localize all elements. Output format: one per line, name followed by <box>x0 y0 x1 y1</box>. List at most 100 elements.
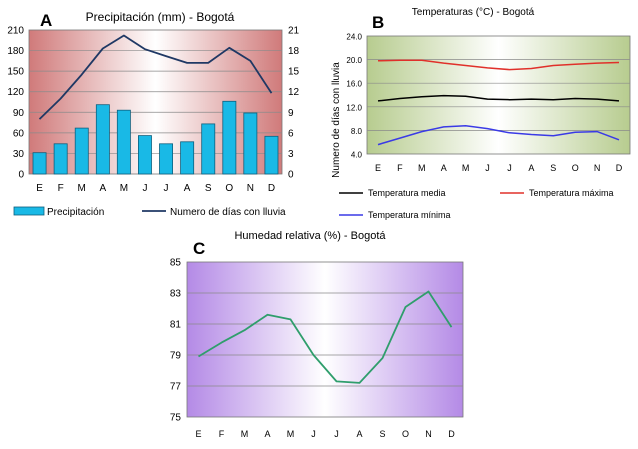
x-tick-label: S <box>550 163 556 173</box>
chart-b-gridlines <box>367 59 630 131</box>
y-tick-label: 81 <box>170 320 182 331</box>
x-tick-label: M <box>120 183 128 194</box>
y-tick-label: 90 <box>13 108 25 119</box>
x-tick-label: E <box>375 163 381 173</box>
y-tick-label: 8.0 <box>351 127 363 136</box>
chart-a-letter: A <box>40 11 52 30</box>
chart-b-legend: Temperatura media Temperatura máxima Tem… <box>339 188 614 220</box>
bar-precipitacion <box>32 152 47 175</box>
x-tick-label: M <box>287 429 295 439</box>
y2-tick-label: 12 <box>288 87 300 98</box>
x-tick-label: J <box>485 163 490 173</box>
chart-c-line <box>198 290 453 384</box>
y2-tick-label: 9 <box>288 108 294 119</box>
bar-precipitacion <box>201 123 216 175</box>
y-tick-label: 20.0 <box>346 56 362 65</box>
x-tick-label: J <box>164 183 169 194</box>
chart-c: C Humedad relativa (%) - Bogotá 75 77 79 81… <box>170 230 464 439</box>
y2-tick-label: 18 <box>288 46 300 57</box>
x-tick-label: M <box>418 163 426 173</box>
x-tick-label: A <box>264 429 270 439</box>
chart-c-gridlines <box>187 292 463 387</box>
chart-b-letter: B <box>372 13 384 32</box>
line-dias-lluvia <box>38 34 273 120</box>
chart-a-line <box>38 34 273 120</box>
legend-swatch-precipitacion <box>13 206 45 216</box>
bar-precipitacion <box>159 143 174 175</box>
chart-c-letter: C <box>193 239 205 258</box>
y2-tick-label: 15 <box>288 67 300 78</box>
y2-tick-label: 21 <box>288 26 300 37</box>
chart-a-y-ticks: 0 30 60 90 120 150 180 210 <box>7 26 24 181</box>
y-tick-label: 75 <box>170 413 182 424</box>
x-tick-label: O <box>225 183 233 194</box>
y-tick-label: 85 <box>170 258 182 269</box>
y-tick-label: 16.0 <box>346 80 362 89</box>
x-tick-label: A <box>356 429 362 439</box>
x-tick-label: J <box>334 429 339 439</box>
x-tick-label: S <box>205 183 212 194</box>
x-tick-label: O <box>572 163 579 173</box>
x-tick-label: D <box>448 429 455 439</box>
x-tick-label: A <box>528 163 534 173</box>
bar-precipitacion <box>243 112 258 175</box>
chart-a-title: Precipitación (mm) - Bogotá <box>86 10 235 24</box>
chart-a-legend: Precipitación Numero de días con lluvia <box>13 206 286 218</box>
chart-b: B Temperaturas (°C) - Bogotá Numero de d… <box>331 7 631 220</box>
chart-b-title: Temperaturas (°C) - Bogotá <box>412 7 535 18</box>
x-tick-label: A <box>184 183 191 194</box>
legend-label-dias-lluvia: Numero de días con lluvia <box>170 207 286 218</box>
line-humedad <box>198 290 453 384</box>
chart-b-y-ticks: 4.0 8.0 12.0 16.0 20.0 24.0 <box>346 33 362 160</box>
y-tick-label: 120 <box>7 87 24 98</box>
legend-label-temp-maxima: Temperatura máxima <box>529 188 614 198</box>
x-tick-label: E <box>36 183 43 194</box>
y2-tick-label: 0 <box>288 170 294 181</box>
y2-tick-label: 3 <box>288 149 294 160</box>
chart-c-title: Humedad relativa (%) - Bogotá <box>234 230 386 242</box>
x-tick-label: N <box>594 163 601 173</box>
x-tick-label: J <box>311 429 316 439</box>
x-tick-label: F <box>58 183 64 194</box>
chart-c-plot-area <box>186 261 464 418</box>
x-tick-label: A <box>99 183 106 194</box>
x-tick-label: J <box>507 163 512 173</box>
y-tick-label: 210 <box>7 26 24 37</box>
bar-precipitacion <box>95 104 110 175</box>
chart-a-gridlines <box>29 50 282 154</box>
chart-a: A Precipitación (mm) - Bogotá 0306090120… <box>7 10 299 218</box>
bar-precipitacion <box>180 141 195 175</box>
x-tick-label: F <box>219 429 225 439</box>
line-temp-minima <box>377 124 620 146</box>
chart-a-y2-ticks: 0 3 6 9 12 15 18 21 <box>288 26 300 181</box>
chart-a-bars <box>32 100 279 175</box>
bar-precipitacion <box>74 127 89 175</box>
x-tick-label: O <box>402 429 409 439</box>
y-tick-label: 60 <box>13 128 25 139</box>
chart-c-y-ticks: 75 77 79 81 83 85 <box>170 258 182 424</box>
x-tick-label: D <box>268 183 275 194</box>
chart-b-ylabel: Numero de días con lluvia <box>331 62 342 178</box>
x-tick-label: F <box>397 163 403 173</box>
x-tick-label: E <box>195 429 201 439</box>
x-tick-label: A <box>441 163 447 173</box>
line-temp-media <box>377 94 620 102</box>
bar-precipitacion <box>53 143 68 175</box>
x-tick-label: M <box>462 163 470 173</box>
y-tick-label: 79 <box>170 351 182 362</box>
y2-tick-label: 6 <box>288 128 294 139</box>
x-tick-label: N <box>247 183 254 194</box>
x-tick-label: M <box>241 429 249 439</box>
x-tick-label: S <box>379 429 385 439</box>
x-tick-label: M <box>78 183 86 194</box>
y-tick-label: 24.0 <box>346 33 362 42</box>
x-tick-label: D <box>616 163 623 173</box>
chart-b-lines <box>377 59 620 146</box>
y-tick-label: 0 <box>18 170 24 181</box>
y-tick-label: 83 <box>170 289 182 300</box>
line-temp-maxima <box>377 59 620 71</box>
legend-label-temp-media: Temperatura media <box>368 188 446 198</box>
